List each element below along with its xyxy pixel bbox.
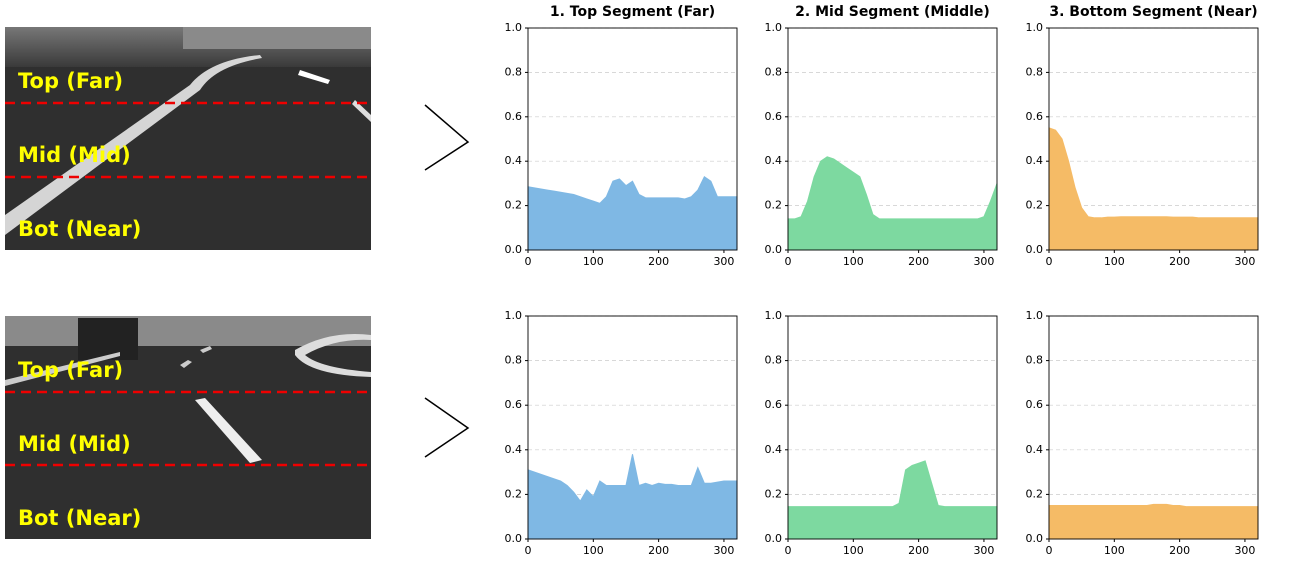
x-tick-label: 100 — [843, 255, 864, 268]
y-tick-label: 0.8 — [765, 65, 783, 78]
y-tick-label: 0.4 — [1026, 154, 1044, 167]
area — [528, 177, 737, 250]
y-tick-label: 0.2 — [765, 487, 783, 500]
y-tick-label: 1.0 — [765, 309, 783, 322]
x-tick-label: 0 — [1046, 255, 1053, 268]
x-tick-label: 200 — [908, 255, 929, 268]
y-tick-label: 0.8 — [1026, 65, 1044, 78]
y-tick-label: 0.0 — [505, 532, 523, 545]
x-tick-label: 100 — [583, 544, 604, 557]
x-tick-label: 100 — [583, 255, 604, 268]
y-tick-label: 1.0 — [505, 309, 523, 322]
y-tick-label: 0.2 — [505, 199, 523, 212]
x-tick-label: 0 — [785, 255, 792, 268]
chart-figure: Top (Far) Mid (Mid) Bot (Near) Top (Far) Mid… — [0, 0, 1296, 562]
figure: Top (Far) Mid (Mid) Bot (Near) Top (Far) Mid… — [0, 0, 1296, 562]
x-tick-label: 300 — [713, 544, 734, 557]
y-tick-label: 0.4 — [1026, 443, 1044, 456]
y-tick-label: 0.0 — [765, 532, 783, 545]
chart-title: 1. Top Segment (Far) — [550, 4, 715, 20]
x-tick-label: 100 — [1104, 544, 1125, 557]
x-tick-label: 300 — [1234, 255, 1255, 268]
area — [528, 454, 737, 539]
y-tick-label: 0.4 — [505, 154, 523, 167]
area — [1049, 128, 1258, 250]
x-tick-label: 200 — [1169, 544, 1190, 557]
chart-title: 3. Bottom Segment (Near) — [1049, 4, 1257, 20]
y-tick-label: 0.0 — [765, 243, 783, 256]
x-tick-label: 300 — [973, 544, 994, 557]
x-tick-label: 300 — [1234, 544, 1255, 557]
y-tick-label: 0.6 — [505, 398, 523, 411]
region-label: Bot (Near) — [18, 506, 141, 530]
arrow — [425, 398, 468, 457]
y-tick-label: 0.6 — [1026, 398, 1044, 411]
y-tick-label: 0.6 — [505, 110, 523, 123]
x-tick-label: 200 — [648, 544, 669, 557]
y-tick-label: 0.8 — [505, 65, 523, 78]
x-tick-label: 300 — [973, 255, 994, 268]
area — [788, 157, 997, 250]
region-label: Top (Far) — [18, 69, 123, 93]
y-tick-label: 0.0 — [505, 243, 523, 256]
y-tick-label: 0.4 — [765, 443, 783, 456]
y-tick-label: 0.4 — [765, 154, 783, 167]
x-tick-label: 0 — [525, 255, 532, 268]
x-tick-label: 200 — [908, 544, 929, 557]
y-tick-label: 0.2 — [1026, 199, 1044, 212]
y-tick-label: 0.6 — [1026, 110, 1044, 123]
y-tick-label: 1.0 — [1026, 21, 1044, 34]
y-tick-label: 0.8 — [765, 354, 783, 367]
region-label: Mid (Mid) — [18, 143, 131, 167]
y-tick-label: 0.2 — [1026, 487, 1044, 500]
x-tick-label: 300 — [713, 255, 734, 268]
chart-title: 2. Mid Segment (Middle) — [795, 4, 990, 20]
y-tick-label: 1.0 — [505, 21, 523, 34]
x-tick-label: 0 — [785, 544, 792, 557]
y-tick-label: 1.0 — [765, 21, 783, 34]
y-tick-label: 0.6 — [765, 398, 783, 411]
plot-frame — [788, 316, 997, 539]
x-tick-label: 0 — [525, 544, 532, 557]
y-tick-label: 1.0 — [1026, 309, 1044, 322]
y-tick-label: 0.8 — [1026, 354, 1044, 367]
area — [788, 461, 997, 539]
region-label: Mid (Mid) — [18, 432, 131, 456]
y-tick-label: 0.2 — [505, 487, 523, 500]
y-tick-label: 0.4 — [505, 443, 523, 456]
x-tick-label: 200 — [1169, 255, 1190, 268]
y-tick-label: 0.8 — [505, 354, 523, 367]
x-tick-label: 200 — [648, 255, 669, 268]
arrow — [425, 105, 468, 170]
y-tick-label: 0.0 — [1026, 532, 1044, 545]
region-label: Top (Far) — [18, 358, 123, 382]
y-tick-label: 0.6 — [765, 110, 783, 123]
y-tick-label: 0.2 — [765, 199, 783, 212]
x-tick-label: 0 — [1046, 544, 1053, 557]
x-tick-label: 100 — [1104, 255, 1125, 268]
x-tick-label: 100 — [843, 544, 864, 557]
region-label: Bot (Near) — [18, 217, 141, 241]
area — [1049, 504, 1258, 539]
y-tick-label: 0.0 — [1026, 243, 1044, 256]
